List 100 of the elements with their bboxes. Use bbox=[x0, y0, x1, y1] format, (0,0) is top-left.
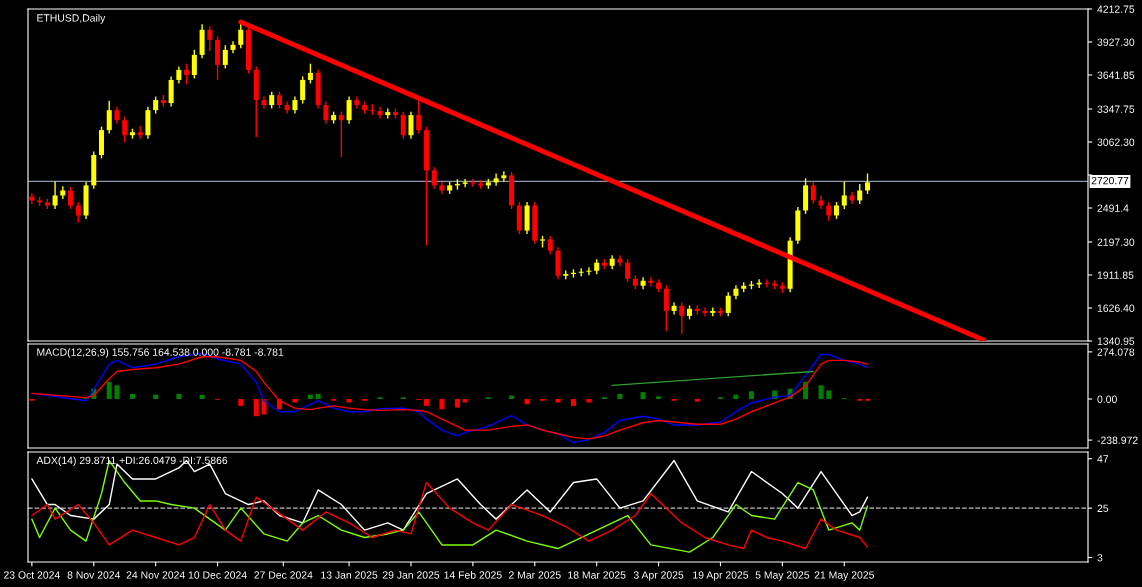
line-series bbox=[31, 481, 869, 550]
candlestick bbox=[725, 291, 731, 318]
candlestick bbox=[501, 170, 507, 183]
candlestick bbox=[323, 100, 329, 125]
y-tick-label: 3347.75 bbox=[1097, 105, 1135, 113]
candlestick bbox=[857, 183, 863, 205]
x-tick-label: 3 Apr 2025 bbox=[633, 571, 684, 581]
candlestick bbox=[408, 110, 414, 140]
candlestick bbox=[137, 125, 143, 140]
bar bbox=[423, 399, 429, 406]
y-tick-label: 1340.95 bbox=[1097, 337, 1135, 345]
bar bbox=[315, 393, 321, 400]
x-tick-label: 5 May 2025 bbox=[755, 571, 810, 581]
candlestick bbox=[191, 49, 197, 80]
x-tick-label: 8 Nov 2024 bbox=[67, 571, 121, 579]
candlestick bbox=[864, 172, 870, 195]
candlestick bbox=[547, 235, 553, 255]
x-tick-label: 19 Apr 2025 bbox=[693, 571, 749, 581]
x-tick-label: 13 Jan 2025 bbox=[321, 571, 378, 579]
y-tick-label: 25 bbox=[1097, 504, 1109, 512]
chart-title: ETHUSD,Daily bbox=[37, 13, 106, 24]
x-tick-label: 27 Dec 2024 bbox=[254, 571, 313, 579]
chart-title: ADX(14) 29.8711 +DI:26.0479 -DI:7.5866 bbox=[36, 456, 228, 467]
candlestick bbox=[841, 180, 847, 210]
bar bbox=[733, 394, 739, 400]
candlestick bbox=[416, 99, 422, 135]
y-tick-label: 3062.30 bbox=[1097, 138, 1135, 146]
candlestick bbox=[168, 75, 174, 108]
x-tick-label: 14 Feb 2025 bbox=[444, 571, 502, 579]
bar bbox=[106, 381, 112, 400]
candlestick bbox=[300, 75, 306, 105]
y-tick-label: 4212.75 bbox=[1097, 5, 1135, 13]
bar bbox=[524, 399, 530, 405]
chart-title: MACD(12,26,9) 155.756 164.538 0.000 -8.781 -8.781 bbox=[37, 348, 284, 358]
y-tick-label: 3 bbox=[1097, 554, 1103, 562]
bar bbox=[694, 399, 700, 402]
bar bbox=[439, 399, 445, 410]
x-tick-label: 29 Jan 2025 bbox=[382, 571, 440, 579]
y-tick-label: 47 bbox=[1097, 455, 1109, 463]
candlestick bbox=[207, 25, 213, 52]
ref-line-label: 2720.77 bbox=[1091, 176, 1129, 185]
bar bbox=[826, 390, 832, 400]
bar bbox=[454, 399, 460, 408]
x-tick-label: 2 Mar 2025 bbox=[508, 571, 561, 579]
candlestick bbox=[122, 116, 128, 143]
bar bbox=[199, 394, 205, 400]
candlestick bbox=[338, 110, 344, 158]
candlestick bbox=[400, 110, 406, 140]
candlestick bbox=[106, 99, 112, 135]
bar bbox=[114, 385, 120, 400]
y-tick-label: -238.972 bbox=[1097, 436, 1138, 444]
candlestick bbox=[764, 278, 770, 288]
bar bbox=[253, 399, 259, 417]
bar bbox=[176, 393, 182, 400]
x-tick-label: 21 May 2025 bbox=[814, 571, 874, 581]
x-tick-label: 23 Oct 2024 bbox=[4, 571, 60, 579]
candlestick bbox=[307, 62, 313, 85]
y-tick-label: 0.00 bbox=[1097, 395, 1117, 403]
bar bbox=[818, 385, 824, 400]
bar bbox=[617, 393, 623, 400]
x-tick-label: 10 Dec 2024 bbox=[188, 571, 247, 579]
bar bbox=[555, 399, 561, 403]
bar bbox=[238, 399, 244, 406]
y-tick-label: 3927.30 bbox=[1097, 38, 1135, 46]
candlestick bbox=[679, 301, 685, 335]
y-tick-label: 3641.85 bbox=[1097, 71, 1135, 79]
x-tick-label: 18 Mar 2025 bbox=[568, 571, 626, 579]
candlestick bbox=[68, 186, 74, 210]
y-tick-label: 1911.85 bbox=[1097, 271, 1134, 279]
candlestick bbox=[75, 201, 81, 224]
candlestick bbox=[586, 266, 592, 276]
bar bbox=[307, 394, 313, 400]
bar bbox=[129, 393, 135, 400]
y-tick-label: 2491.4 bbox=[1097, 204, 1129, 212]
candlestick bbox=[431, 166, 437, 190]
candlestick bbox=[810, 181, 816, 205]
bar bbox=[153, 394, 159, 400]
candlestick bbox=[462, 178, 468, 189]
y-tick-label: 1626.40 bbox=[1097, 304, 1135, 312]
candlestick bbox=[702, 306, 708, 318]
candlestick bbox=[663, 284, 669, 332]
bar bbox=[570, 399, 576, 406]
candlestick bbox=[222, 44, 228, 70]
candlestick bbox=[346, 95, 352, 125]
bar bbox=[261, 399, 267, 415]
candlestick bbox=[184, 62, 190, 86]
candlestick bbox=[625, 258, 631, 283]
y-tick-label: 2197.30 bbox=[1097, 238, 1135, 246]
candlestick bbox=[52, 180, 58, 210]
candlestick bbox=[470, 178, 476, 188]
y-tick-label: 274.078 bbox=[1097, 348, 1135, 356]
bar bbox=[640, 392, 646, 400]
bar bbox=[748, 391, 754, 400]
x-tick-label: 24 Nov 2024 bbox=[126, 571, 185, 579]
bar bbox=[656, 396, 662, 400]
candlestick bbox=[648, 276, 654, 287]
candlestick bbox=[493, 172, 499, 187]
candlestick bbox=[826, 201, 832, 222]
candlestick bbox=[617, 254, 623, 267]
candlestick bbox=[377, 105, 383, 120]
